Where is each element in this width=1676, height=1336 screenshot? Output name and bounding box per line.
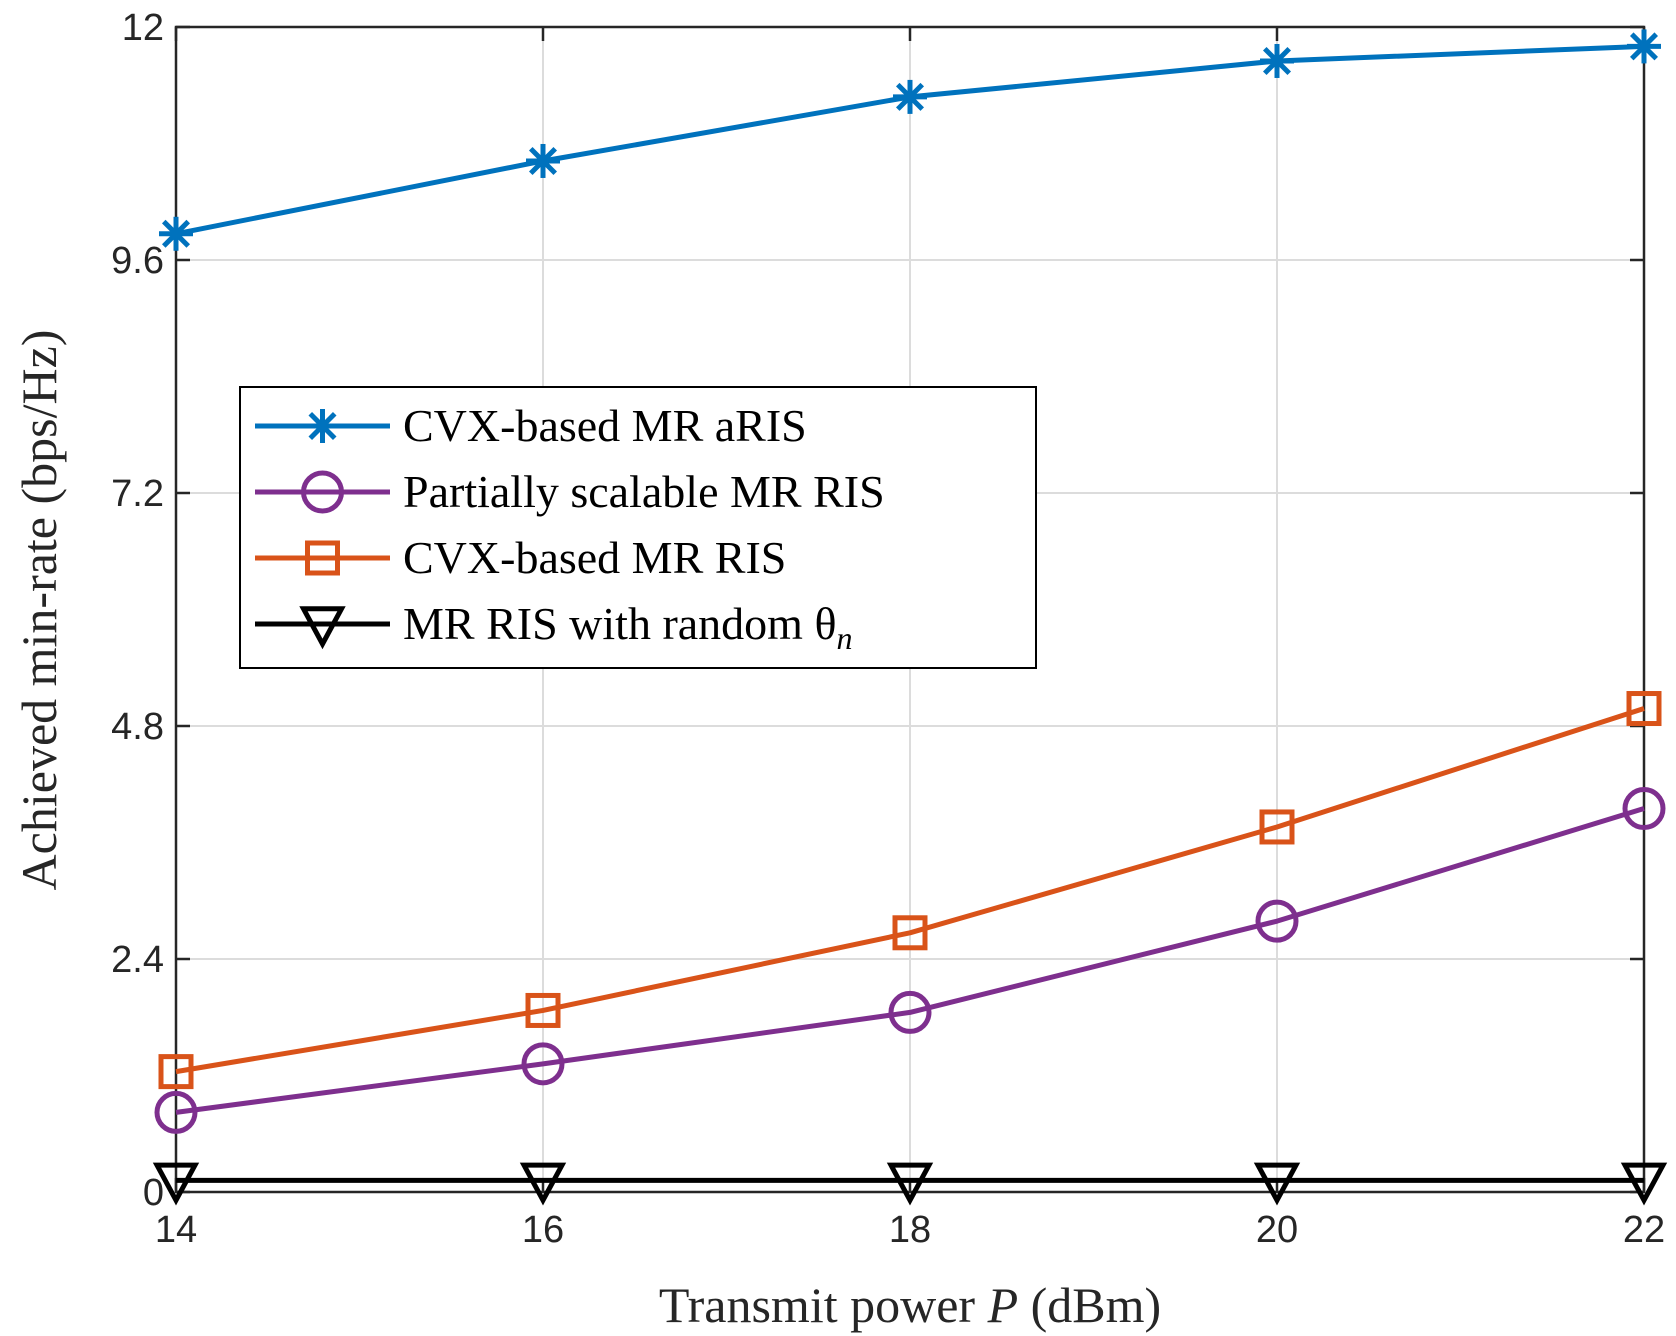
x-axis-title-prefix: Transmit power [659, 1277, 988, 1333]
x-tick-label: 18 [889, 1209, 931, 1251]
legend-label-main: CVX-based MR RIS [403, 532, 786, 583]
data-point [519, 1162, 567, 1206]
series-1 [154, 787, 1666, 1134]
data-point [1622, 787, 1666, 831]
series-line [175, 706, 1645, 1075]
x-tick-label: 22 [1623, 1209, 1665, 1251]
legend-box [239, 386, 1037, 669]
legend-label: MR RIS with random θn [403, 598, 853, 656]
data-point [893, 79, 927, 114]
legend-label: CVX-based MR RIS [403, 532, 786, 583]
legend-label-subscript: n [837, 620, 853, 656]
x-tick-label: 14 [155, 1209, 197, 1251]
legend-marker [301, 470, 344, 514]
legend-entry-1: Partially scalable MR RIS [255, 466, 885, 517]
data-point [888, 990, 932, 1034]
legend: CVX-based MR aRIS Partially scalable MR R… [239, 386, 1037, 669]
legend-label: Partially scalable MR RIS [403, 466, 885, 517]
legend-marker [299, 606, 346, 650]
legend-entry-2: CVX-based MR RIS [255, 532, 786, 583]
series-0 [159, 29, 1661, 251]
legend-entry-0: CVX-based MR aRIS [255, 400, 807, 451]
data-point [892, 915, 928, 951]
y-tick-label: 7.2 [111, 473, 164, 515]
legend-label-main: CVX-based MR aRIS [403, 400, 807, 451]
series-layer [152, 29, 1668, 1206]
y-tick-label: 0 [143, 1172, 164, 1214]
y-tick-label: 9.6 [111, 240, 164, 282]
series-2 [158, 691, 1662, 1090]
data-point [158, 1054, 194, 1090]
data-point [1255, 899, 1299, 943]
y-tick-label: 4.8 [111, 706, 164, 748]
x-tick-label: 16 [522, 1209, 564, 1251]
data-point [1626, 691, 1662, 727]
x-axis-title-suffix: (dBm) [1018, 1277, 1161, 1333]
data-point [525, 992, 561, 1028]
data-point [1259, 809, 1295, 845]
x-tick-label: 20 [1256, 1209, 1298, 1251]
data-point [886, 1162, 934, 1206]
data-point [1253, 1162, 1301, 1206]
data-point [521, 1042, 565, 1086]
legend-label: CVX-based MR aRIS [403, 400, 807, 451]
y-tick-label: 2.4 [111, 939, 164, 981]
legend-label-main: Partially scalable MR RIS [403, 466, 885, 517]
y-axis-title: Achieved min-rate (bps/Hz) [11, 330, 67, 891]
tick-layer: 14 16 18 20 22 0 2.4 4.8 7.2 9.6 12 [111, 7, 1665, 1251]
data-point [1620, 1162, 1668, 1206]
data-point [154, 1090, 198, 1134]
series-3 [152, 1162, 1668, 1206]
x-axis-title-variable: P [987, 1277, 1019, 1333]
data-point [1627, 29, 1661, 64]
legend-marker [305, 540, 340, 576]
data-point [159, 216, 193, 251]
data-point [526, 143, 560, 178]
data-point [1260, 43, 1294, 78]
data-point [152, 1162, 200, 1206]
legend-marker [305, 409, 340, 443]
series-line [175, 806, 1645, 1115]
legend-entry-3: MR RIS with random θn [255, 598, 853, 656]
legend-label-main: MR RIS with random θ [403, 598, 837, 649]
y-tick-label: 12 [122, 7, 164, 49]
legend-items: CVX-based MR aRIS Partially scalable MR R… [255, 400, 885, 656]
x-axis-title: Transmit power P (dBm) [659, 1277, 1161, 1333]
